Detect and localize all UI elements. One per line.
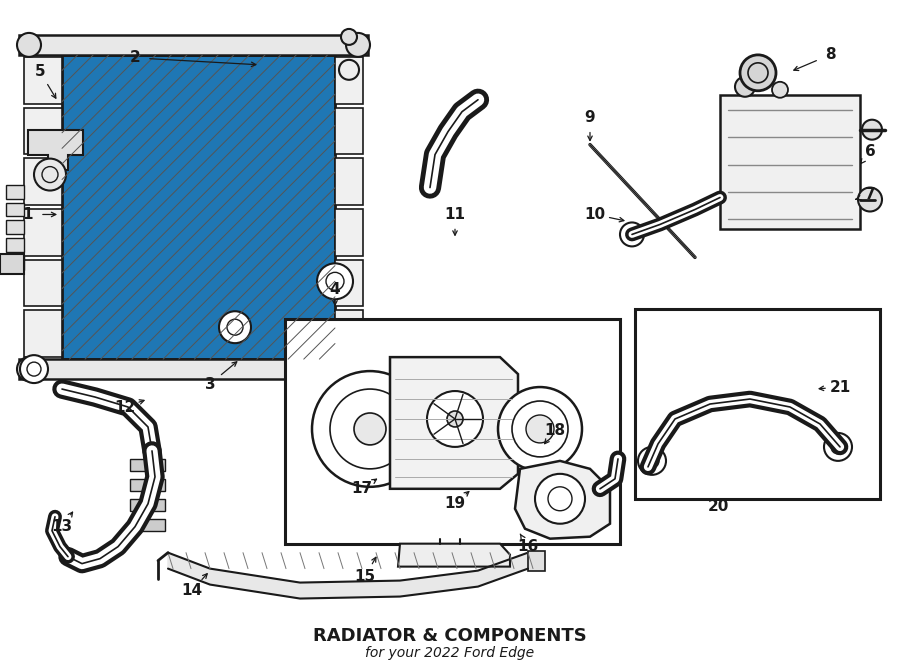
Text: 15: 15 — [355, 569, 375, 584]
Polygon shape — [398, 544, 510, 567]
Bar — [19, 35, 368, 55]
Text: for your 2022 Ford Edge: for your 2022 Ford Edge — [365, 646, 535, 661]
Bar — [24, 209, 62, 256]
Circle shape — [346, 33, 370, 57]
Circle shape — [354, 413, 386, 445]
Circle shape — [346, 357, 370, 381]
Text: 2: 2 — [130, 50, 140, 66]
Circle shape — [427, 391, 483, 447]
Circle shape — [219, 311, 251, 343]
Text: 16: 16 — [518, 539, 538, 554]
Bar — [335, 57, 363, 103]
Bar — [24, 107, 62, 154]
Polygon shape — [528, 551, 545, 571]
Bar — [285, 319, 620, 544]
Bar — [62, 55, 335, 359]
Circle shape — [339, 60, 359, 80]
Circle shape — [17, 357, 41, 381]
Circle shape — [638, 447, 666, 475]
Circle shape — [620, 222, 644, 246]
Text: 20: 20 — [707, 499, 729, 514]
Bar — [24, 158, 62, 205]
Polygon shape — [515, 461, 610, 539]
Circle shape — [498, 387, 582, 471]
Text: 10: 10 — [584, 207, 606, 222]
Text: 8: 8 — [824, 48, 835, 62]
Circle shape — [735, 77, 755, 97]
Bar — [335, 209, 363, 256]
Text: 19: 19 — [445, 496, 465, 511]
Bar — [335, 260, 363, 307]
Bar — [0, 254, 24, 274]
Bar — [130, 519, 165, 531]
Circle shape — [341, 29, 357, 45]
Bar — [130, 459, 165, 471]
Bar — [24, 57, 62, 103]
Bar — [6, 220, 24, 234]
Text: 5: 5 — [35, 64, 45, 79]
Text: 9: 9 — [585, 110, 595, 125]
Text: 17: 17 — [351, 481, 373, 496]
Text: 18: 18 — [544, 424, 565, 438]
Bar — [635, 309, 880, 498]
Circle shape — [824, 433, 852, 461]
Bar — [335, 310, 363, 357]
Circle shape — [535, 474, 585, 524]
Bar — [720, 95, 860, 230]
Bar — [19, 359, 368, 379]
Circle shape — [740, 55, 776, 91]
Text: 1: 1 — [22, 207, 33, 222]
Text: RADIATOR & COMPONENTS: RADIATOR & COMPONENTS — [313, 628, 587, 645]
Circle shape — [317, 263, 353, 299]
Bar — [130, 498, 165, 511]
Polygon shape — [168, 553, 528, 598]
Bar — [335, 107, 363, 154]
Circle shape — [312, 371, 428, 487]
Bar — [62, 55, 335, 359]
Polygon shape — [390, 357, 518, 489]
Circle shape — [772, 82, 788, 98]
Bar — [6, 203, 24, 216]
Bar — [24, 310, 62, 357]
Text: 14: 14 — [182, 583, 202, 598]
Bar — [335, 158, 363, 205]
Circle shape — [862, 120, 882, 140]
Circle shape — [447, 411, 463, 427]
Text: 7: 7 — [865, 187, 876, 202]
Circle shape — [526, 415, 554, 443]
Text: 12: 12 — [114, 399, 136, 414]
Text: 3: 3 — [204, 377, 215, 391]
Bar — [130, 479, 165, 491]
Circle shape — [17, 33, 41, 57]
Bar — [6, 185, 24, 199]
Polygon shape — [28, 130, 83, 169]
Text: 13: 13 — [51, 519, 73, 534]
Text: 11: 11 — [445, 207, 465, 222]
Circle shape — [20, 355, 48, 383]
Text: 4: 4 — [329, 282, 340, 297]
Circle shape — [858, 187, 882, 211]
Bar — [6, 238, 24, 252]
Circle shape — [34, 159, 66, 191]
Bar — [24, 260, 62, 307]
Text: 21: 21 — [830, 379, 850, 395]
Bar — [6, 256, 24, 270]
Text: 6: 6 — [865, 144, 876, 159]
